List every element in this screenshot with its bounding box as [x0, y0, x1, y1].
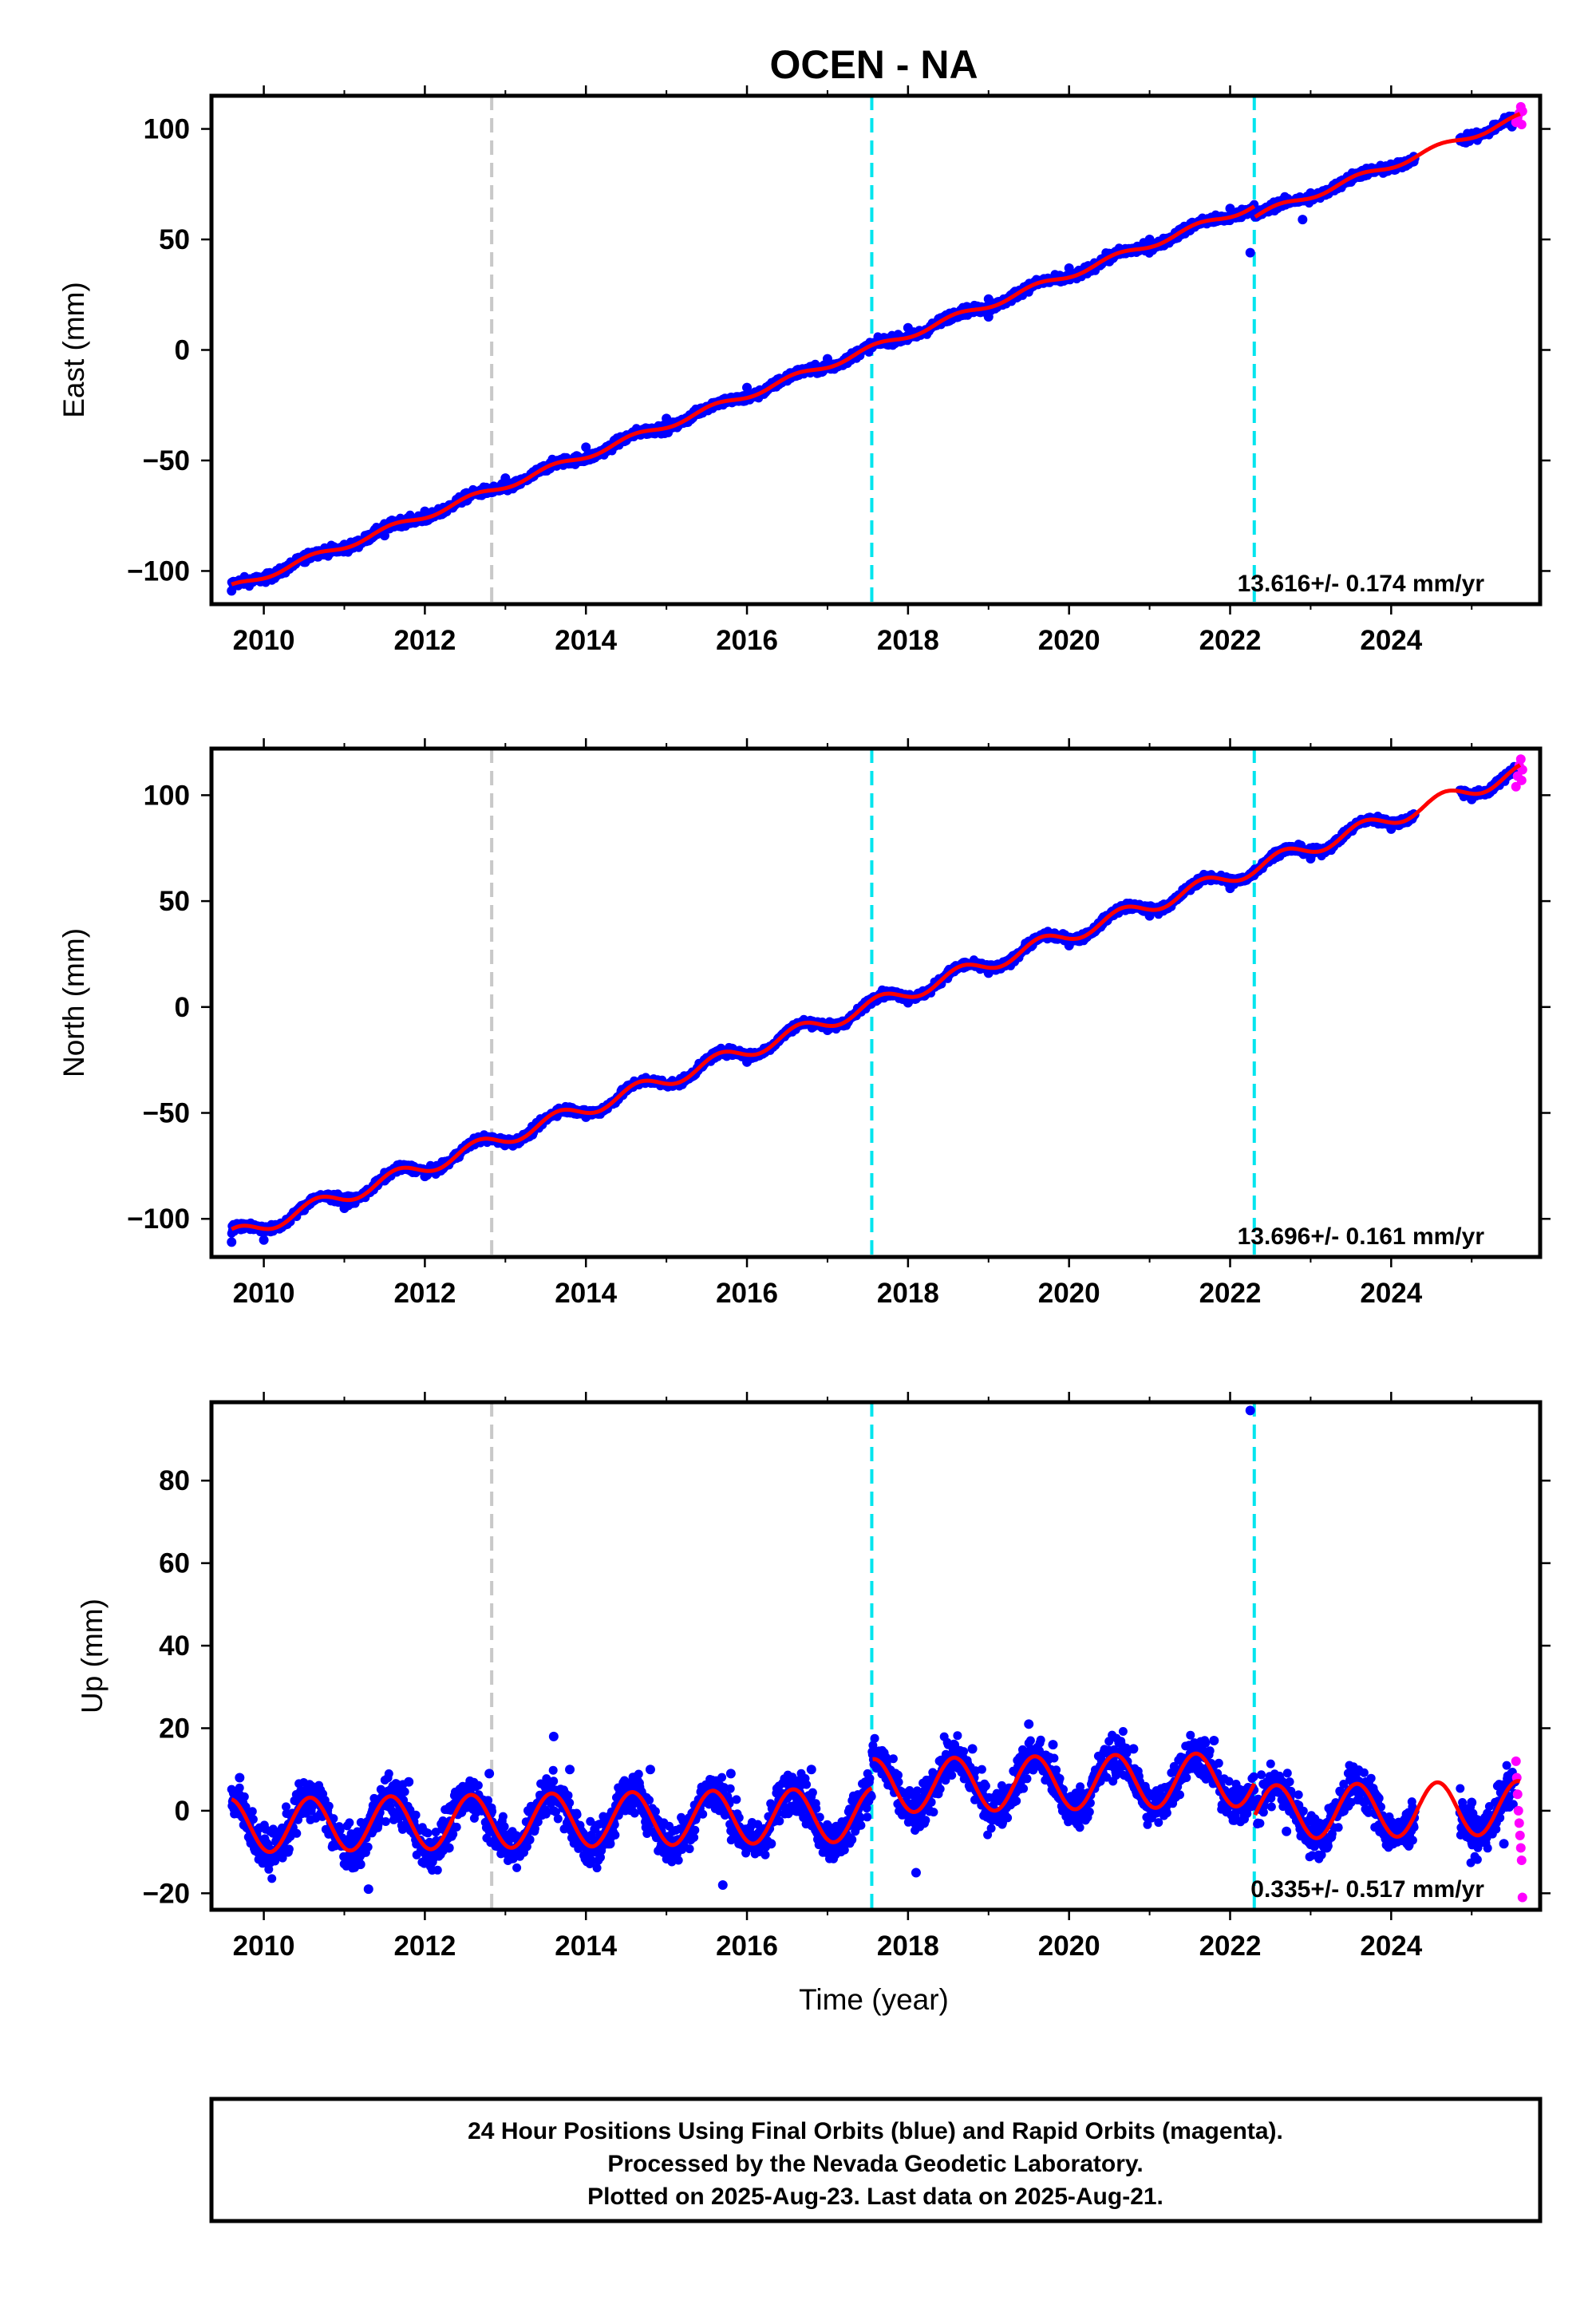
final-point-11 [662, 413, 672, 424]
final-point-9 [581, 442, 591, 453]
final-point-33 [1298, 215, 1308, 225]
final-point-34 [983, 311, 994, 322]
final-point-5 [420, 506, 430, 516]
final-point-17 [903, 322, 913, 333]
final-point-0 [227, 586, 237, 596]
x-tick-label: 2010 [233, 625, 295, 656]
y-tick-label: 0 [175, 335, 190, 366]
x-tick-label: 2014 [555, 625, 617, 656]
figure-title: OCEN - NA [769, 42, 978, 87]
east-panel: 2010 2012 2014 2016 2018 2020 2022 2024 −100 −50 0… [57, 85, 1551, 656]
final-point-13 [742, 382, 753, 393]
velocity-annotation: 13.616+/- 0.174 mm/yr [1238, 571, 1485, 597]
final-point-23 [1144, 235, 1155, 245]
x-tick-label: 2018 [877, 625, 939, 656]
north-panel: 2010 2012 2014 2016 2018 2020 2022 2024−100−500… [57, 738, 1551, 1309]
x-tick-label: 2022 [1199, 625, 1262, 656]
y-tick-label: −50 [143, 445, 190, 476]
x-tick-label: 2024 [1360, 625, 1422, 656]
x-tick-label: 2016 [716, 625, 778, 656]
y-tick-label: 100 [144, 114, 190, 145]
final-point-19 [983, 294, 994, 304]
y-axis-label: East (mm) [57, 282, 90, 418]
x-tick-label: 2012 [393, 625, 456, 656]
rapid-point-4 [1516, 120, 1527, 130]
final-point-15 [822, 354, 832, 364]
x-tick-label: 2020 [1038, 625, 1100, 656]
final-point-7 [500, 473, 511, 484]
final-point-32 [1245, 247, 1255, 258]
y-tick-label: 50 [159, 224, 190, 255]
final-point-25 [1225, 204, 1235, 214]
final-point-21 [1064, 263, 1074, 274]
y-tick-label: −100 [127, 555, 190, 587]
final-point-4 [379, 531, 389, 541]
